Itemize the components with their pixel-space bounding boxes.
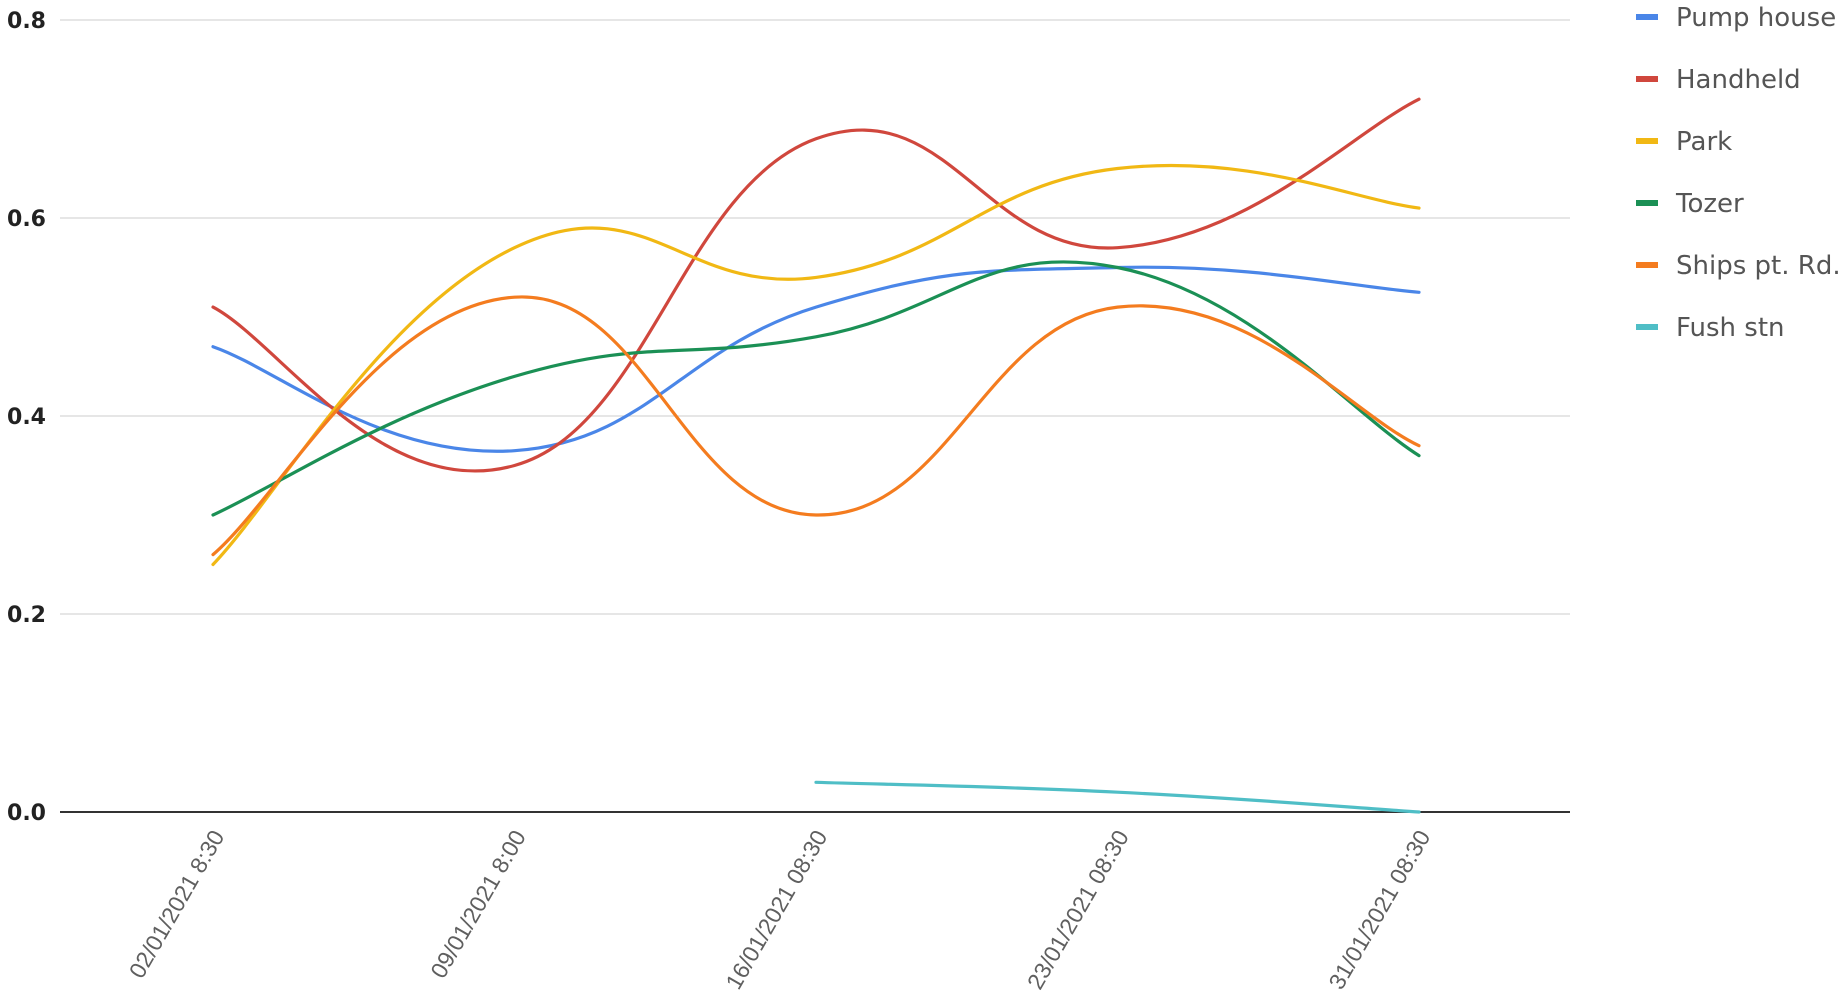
legend: Pump house Handheld Park Tozer Ships pt. Rd.… — [1636, 3, 1841, 343]
y-tick-label: 0.0 — [7, 801, 46, 826]
legend-swatch — [1636, 14, 1658, 20]
x-axis-ticks: 02/01/2021 8:30 09/01/2021 8:00 16/01/2021… — [124, 826, 1436, 994]
legend-swatch — [1636, 76, 1658, 82]
legend-label: Ships pt. Rd. — [1676, 251, 1841, 281]
legend-swatch — [1636, 324, 1658, 330]
x-tick-label: 16/01/2021 08:30 — [720, 826, 832, 994]
gridlines — [60, 19, 1570, 615]
x-tick-label: 23/01/2021 08:30 — [1022, 826, 1134, 994]
series-line-park — [211, 163, 1421, 567]
y-tick-label: 0.8 — [7, 9, 46, 34]
legend-label: Tozer — [1675, 189, 1744, 219]
series-line-pump-house — [211, 265, 1421, 453]
series-line-handheld — [211, 97, 1421, 473]
y-tick-label: 0.2 — [7, 603, 46, 628]
series-line-tozer — [211, 260, 1421, 517]
legend-label: Fush stn — [1676, 313, 1785, 343]
legend-label: Pump house — [1676, 3, 1836, 33]
series-line-ships-pt-rd — [211, 295, 1421, 557]
x-tick-label: 02/01/2021 8:30 — [124, 826, 230, 983]
legend-swatch — [1636, 138, 1658, 144]
x-tick-label: 31/01/2021 08:30 — [1323, 826, 1435, 994]
legend-swatch — [1636, 262, 1658, 268]
y-tick-label: 0.4 — [7, 405, 46, 430]
series-lines — [211, 97, 1421, 814]
y-tick-label: 0.6 — [7, 207, 46, 232]
series-line-fush-stn — [814, 780, 1421, 814]
x-tick-label: 09/01/2021 8:00 — [425, 826, 531, 983]
legend-swatch — [1636, 200, 1658, 206]
y-axis-ticks: 0.0 0.2 0.4 0.6 0.8 — [7, 9, 46, 826]
legend-label: Handheld — [1676, 65, 1801, 95]
legend-label: Park — [1676, 127, 1732, 157]
